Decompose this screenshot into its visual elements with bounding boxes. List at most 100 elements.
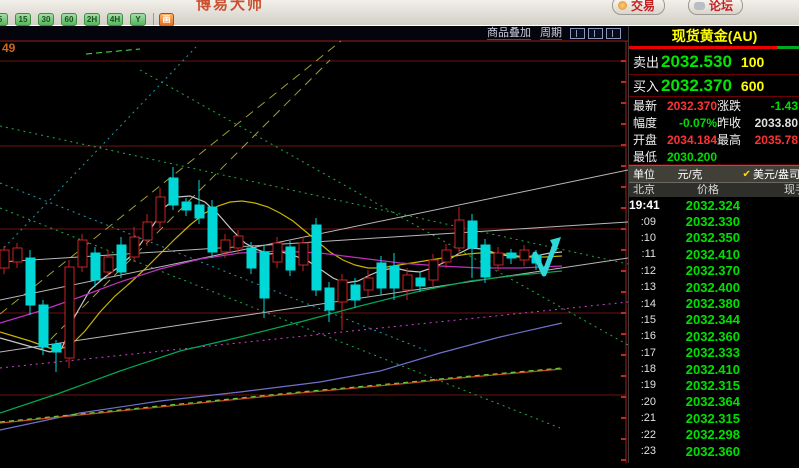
tick-price: 2032.370 — [685, 263, 740, 279]
draw-tool-button[interactable]: 画 — [159, 13, 174, 27]
tick-time: :14 — [640, 297, 656, 310]
tick-price: 2032.324 — [685, 197, 740, 213]
col-header-price: 价格 — [697, 184, 719, 196]
buy-price: 2032.370 — [661, 75, 732, 95]
tick-row: :23 2032.360 — [629, 443, 799, 459]
tick-time: 19:41 — [629, 198, 660, 213]
period-link[interactable]: 周期 — [540, 27, 562, 40]
buy-quote-row: 买入 2032.370 600 — [629, 75, 799, 97]
tick-price: 2032.330 — [685, 214, 740, 230]
tick-row: :11 2032.410 — [629, 246, 799, 262]
chart-corner-price-label: 49 — [2, 41, 16, 55]
stat-value: -0.07% — [678, 115, 717, 130]
app-title: 博易大师 — [196, 0, 265, 13]
col-header-volume: 现手 — [784, 184, 799, 196]
tick-time: :10 — [640, 231, 656, 244]
tick-row: :16 2032.360 — [629, 328, 799, 344]
tick-price: 2032.400 — [685, 279, 740, 295]
tick-row: :12 2032.370 — [629, 263, 799, 279]
sell-price: 2032.530 — [661, 51, 732, 71]
title-underline — [629, 46, 799, 49]
stat-label: 幅度 — [633, 116, 658, 130]
checkmark-icon[interactable]: ✔ — [742, 168, 751, 180]
tick-time: :22 — [640, 428, 656, 441]
layout-button-group — [570, 28, 624, 46]
timeframe-button-30[interactable]: 30 — [38, 13, 54, 26]
tick-price: 2032.360 — [685, 443, 740, 459]
forum-button-label: 论坛 — [709, 0, 734, 13]
stat-label: 开盘 — [633, 133, 658, 147]
trade-button-label: 交易 — [631, 0, 656, 13]
stat-value: 2033.80 — [754, 115, 798, 130]
tick-row: :17 2032.333 — [629, 345, 799, 361]
candlestick-chart[interactable] — [0, 40, 629, 463]
tick-row: :09 2032.330 — [629, 213, 799, 229]
tick-list: 19:41 2032.324 :09 2032.330 :10 2032.350 :11 20… — [629, 197, 799, 459]
stat-value: 2034.184 — [666, 132, 717, 147]
forum-button[interactable]: 论坛 — [688, 0, 744, 15]
tick-time: :23 — [640, 445, 656, 458]
tick-row: :19 2032.315 — [629, 377, 799, 393]
tick-time: :19 — [640, 379, 656, 392]
tick-time: :13 — [640, 281, 656, 294]
buy-label: 买入 — [633, 79, 660, 94]
stat-value: 2030.200 — [666, 149, 717, 164]
stat-label: 涨跌 — [717, 99, 742, 113]
tick-price: 2032.350 — [685, 230, 740, 246]
tick-price: 2032.380 — [685, 296, 740, 312]
tick-row: :10 2032.350 — [629, 230, 799, 246]
tick-price: 2032.298 — [685, 427, 740, 443]
sell-quote-row: 卖出 2032.530 100 — [629, 49, 799, 75]
tick-time: :09 — [640, 215, 656, 228]
instrument-title: 现货黄金(AU) — [671, 28, 758, 44]
timeframe-button-5[interactable]: 5 — [0, 13, 8, 26]
tick-time: :17 — [640, 346, 656, 359]
chart-toolbar: 商品叠加 周期 — [0, 26, 628, 40]
tick-time: :21 — [640, 412, 656, 425]
tick-price: 2032.333 — [685, 345, 740, 361]
stat-value: 2035.78 — [754, 132, 798, 147]
stat-label: 最高 — [717, 133, 742, 147]
tick-time: :11 — [641, 248, 656, 261]
tick-row: :18 2032.410 — [629, 361, 799, 377]
quote-panel: 现货黄金(AU) 卖出 2032.530 100 买入 2032.370 600… — [628, 26, 799, 463]
unit-label: 单位 — [633, 169, 655, 181]
buy-size: 600 — [740, 77, 765, 94]
alt-unit-checkbox-label[interactable]: 美元/盎司 — [752, 169, 799, 181]
chart-area[interactable]: 49 — [0, 40, 629, 463]
tick-price: 2032.344 — [685, 312, 740, 328]
trade-button[interactable]: 交易 — [612, 0, 666, 15]
timeframe-button-Y[interactable]: Y — [130, 13, 146, 26]
title-bar: 5 15 30 60 2H 4H Y画 博易大师 交易 论坛 — [0, 0, 799, 27]
tick-price: 2032.410 — [685, 361, 740, 377]
stat-value: -1.43 — [770, 98, 798, 113]
tick-time: :15 — [640, 313, 656, 326]
tick-time: :16 — [640, 330, 656, 343]
timeframe-button-2H[interactable]: 2H — [84, 13, 100, 26]
stat-label: 最新 — [633, 99, 658, 113]
layout-tile-icon[interactable] — [588, 28, 603, 39]
tick-row: 19:41 2032.324 — [629, 197, 799, 213]
overlay-link[interactable]: 商品叠加 — [487, 27, 531, 40]
timeframe-button-4H[interactable]: 4H — [107, 13, 123, 26]
tick-row: :22 2032.298 — [629, 426, 799, 442]
tick-row: :15 2032.344 — [629, 312, 799, 328]
tick-time: :18 — [640, 363, 656, 376]
unit-row: 单位 元/克 ✔ 美元/盎司 — [629, 165, 799, 183]
tick-price: 2032.315 — [685, 410, 740, 426]
stat-value: 2032.370 — [666, 98, 717, 113]
tick-price: 2032.410 — [685, 246, 740, 262]
tick-row: :13 2032.400 — [629, 279, 799, 295]
timeframe-button-60[interactable]: 60 — [61, 13, 77, 26]
unit-value: 元/克 — [677, 169, 703, 181]
tick-price: 2032.360 — [685, 328, 740, 344]
layout-tile-icon[interactable] — [606, 28, 621, 39]
tick-row: :14 2032.380 — [629, 295, 799, 311]
trade-coin-icon — [618, 1, 627, 10]
layout-tile-icon[interactable] — [570, 28, 585, 39]
tick-row: :20 2032.364 — [629, 394, 799, 410]
tick-price: 2032.364 — [685, 394, 740, 410]
toolbar-separator — [153, 13, 154, 25]
tick-table-header: 北京 价格 现手 — [629, 183, 799, 197]
timeframe-button-15[interactable]: 15 — [15, 13, 31, 26]
